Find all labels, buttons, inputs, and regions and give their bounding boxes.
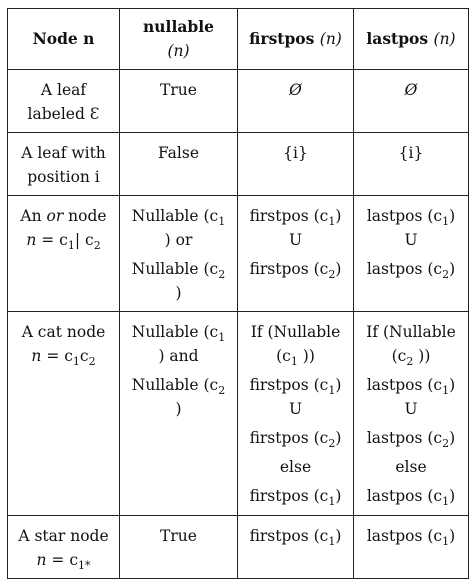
firstpos-cell: firstpos (c1) U firstpos (c2) — [237, 195, 354, 312]
lastpos-cell: {i} — [353, 132, 469, 196]
lastpos-cell: If (Nullable (c2 )) lastpos (c1) U lastp… — [353, 311, 469, 516]
table-row: A leaf with position i False {i} {i} — [7, 132, 469, 196]
header-lastpos: lastpos (n) — [353, 8, 469, 70]
nullable-cell: Nullable (c1 ) or Nullable (c2 ) — [119, 195, 238, 312]
lastpos-cell: lastpos (c1) U lastpos (c2) — [353, 195, 469, 312]
header-nullable: nullable (n) — [119, 8, 238, 70]
table-row: A leaf labeled Ɛ True Ø Ø — [7, 69, 469, 133]
node-cell: A cat node n = c1c2 — [7, 311, 120, 516]
header-node: Node n — [7, 8, 120, 70]
firstpos-cell: If (Nullable (c1 )) firstpos (c1) U firs… — [237, 311, 354, 516]
nullable-cell: Nullable (c1 ) and Nullable (c2 ) — [119, 311, 238, 516]
node-cell: A leaf labeled Ɛ — [7, 69, 120, 133]
node-cell: A leaf with position i — [7, 132, 120, 196]
nullable-cell: False — [119, 132, 238, 196]
header-firstpos: firstpos (n) — [237, 8, 354, 70]
node-cell: An or node n = c1| c2 — [7, 195, 120, 312]
lastpos-cell: lastpos (c1) — [353, 515, 469, 579]
node-cell: A star node n = c1* — [7, 515, 120, 579]
table-row: A star node n = c1* True firstpos (c1) l… — [7, 515, 469, 579]
firstpos-cell: {i} — [237, 132, 354, 196]
lastpos-cell: Ø — [353, 69, 469, 133]
table-row: An or node n = c1| c2 Nullable (c1 ) or … — [7, 195, 469, 312]
firstpos-cell: Ø — [237, 69, 354, 133]
table-row: A cat node n = c1c2 Nullable (c1 ) and N… — [7, 311, 469, 516]
firstpos-cell: firstpos (c1) — [237, 515, 354, 579]
rules-table: Node n nullable (n) firstpos (n) lastpos … — [7, 8, 469, 579]
nullable-cell: True — [119, 515, 238, 579]
nullable-cell: True — [119, 69, 238, 133]
header-row: Node n nullable (n) firstpos (n) lastpos … — [7, 8, 469, 70]
